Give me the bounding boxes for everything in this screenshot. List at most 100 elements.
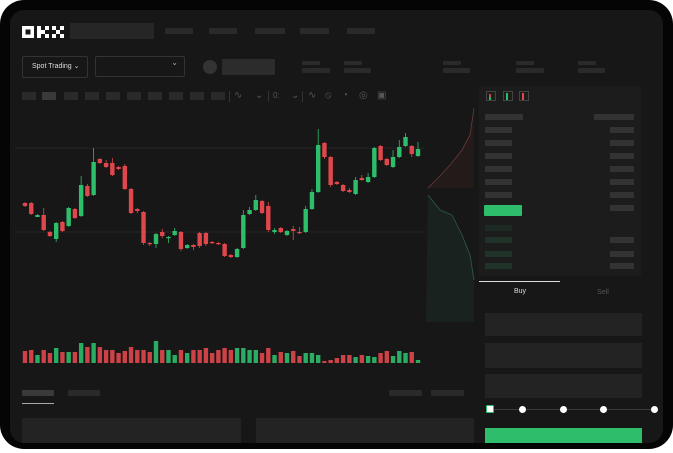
search-input[interactable] [70, 23, 154, 39]
candle [334, 181, 340, 185]
volume-bar [397, 351, 402, 363]
stat-2-label [344, 61, 362, 65]
candle [191, 244, 196, 250]
tab-buy[interactable]: Buy [513, 288, 527, 295]
interval-6[interactable] [127, 92, 141, 100]
stat-2-value [344, 68, 371, 73]
slider-stop-50[interactable] [560, 406, 567, 413]
candle-body [128, 189, 134, 213]
buy-submit-button[interactable] [485, 428, 642, 443]
bottom-tab-open-orders[interactable] [22, 390, 54, 396]
candle [85, 184, 90, 197]
interval-10[interactable] [211, 92, 225, 100]
candle [147, 242, 152, 246]
nav-item-2[interactable] [209, 28, 237, 34]
volume-bar [72, 352, 78, 363]
nav-item-3[interactable] [255, 28, 285, 34]
interval-1[interactable] [22, 92, 36, 100]
bottom-tab-history[interactable] [68, 390, 100, 396]
candle-body [315, 145, 321, 192]
candle [353, 177, 358, 195]
volume-bar [128, 347, 134, 363]
candle [309, 189, 315, 210]
fullscreen-icon[interactable]: ▣ [377, 90, 387, 101]
ask-amount [610, 153, 634, 159]
volume-bar [197, 350, 202, 363]
spot-trading-select[interactable]: Spot Trading ⌄ [22, 56, 88, 78]
price-input[interactable] [485, 313, 642, 336]
interval-2[interactable] [42, 92, 56, 100]
orderbook-bids-icon[interactable] [503, 91, 513, 101]
last-price-badge[interactable] [484, 205, 522, 216]
tab-sell[interactable]: Sell [597, 289, 609, 296]
pair-select[interactable]: ⌄ [95, 56, 185, 77]
settings-icon[interactable]: ◎ [359, 90, 368, 101]
slider-track[interactable] [490, 409, 655, 410]
orderbook-both-icon[interactable] [486, 91, 496, 101]
ask-row[interactable] [485, 192, 512, 198]
draw-icon[interactable]: ⦸ [325, 90, 332, 101]
volume-bar [203, 348, 209, 363]
candle-body [209, 242, 215, 244]
snapshot-icon[interactable]: ◔ [342, 90, 349, 101]
orderbook-asks-icon[interactable] [519, 91, 529, 101]
volume-bar [291, 351, 296, 363]
ask-row[interactable] [485, 179, 512, 185]
candle-body [340, 185, 346, 191]
candle [209, 241, 215, 244]
interval-8[interactable] [169, 92, 183, 100]
slider-handle[interactable] [486, 405, 494, 413]
indicator-icon[interactable]: ∿ [234, 90, 243, 101]
bid-row[interactable] [485, 225, 512, 231]
candle [72, 208, 78, 219]
candle [203, 232, 209, 246]
candle-body [272, 230, 277, 232]
candle-body [415, 149, 421, 156]
stat-4-label [516, 61, 534, 65]
candle-body [29, 203, 34, 214]
ask-row[interactable] [485, 153, 512, 159]
volume-bar [278, 352, 283, 363]
okx-logo[interactable] [22, 25, 64, 38]
interval-3[interactable] [64, 92, 78, 100]
line-icon[interactable]: ∿ [308, 90, 317, 101]
ask-row[interactable] [485, 140, 512, 146]
volume-bar [328, 360, 333, 363]
nav-item-1[interactable] [165, 28, 193, 34]
amount-input[interactable] [485, 343, 642, 368]
volume-bar [222, 348, 227, 363]
candle [340, 184, 346, 192]
candle-body [397, 147, 402, 157]
candle [128, 188, 134, 214]
bid-row[interactable] [485, 251, 512, 257]
candle [135, 208, 140, 213]
candle-body [309, 192, 315, 209]
candle-body [216, 243, 221, 245]
bottom-action-2[interactable] [431, 390, 464, 396]
bid-row[interactable] [485, 237, 512, 243]
interval-9[interactable] [190, 92, 204, 100]
nav-item-4[interactable] [300, 28, 329, 34]
ask-row[interactable] [485, 127, 512, 133]
chevron-down-icon[interactable]: ⌄ [291, 90, 300, 101]
divider [268, 91, 269, 102]
bottom-action-1[interactable] [389, 390, 422, 396]
candle-body [203, 233, 209, 244]
fx-icon[interactable]: 0: [273, 91, 280, 100]
volume-bar [29, 350, 34, 363]
ask-row[interactable] [485, 166, 512, 172]
candle [409, 145, 414, 157]
slider-stop-75[interactable] [600, 406, 607, 413]
slider-stop-100[interactable] [651, 406, 658, 413]
interval-4[interactable] [85, 92, 99, 100]
bid-row[interactable] [485, 263, 512, 269]
candle-body [141, 212, 146, 243]
interval-7[interactable] [148, 92, 162, 100]
total-input[interactable] [485, 374, 642, 398]
nav-item-5[interactable] [347, 28, 375, 34]
slider-stop-25[interactable] [519, 406, 526, 413]
chart-type-icon[interactable]: ⌄ [255, 90, 264, 101]
interval-5[interactable] [106, 92, 120, 100]
candle [60, 221, 65, 232]
